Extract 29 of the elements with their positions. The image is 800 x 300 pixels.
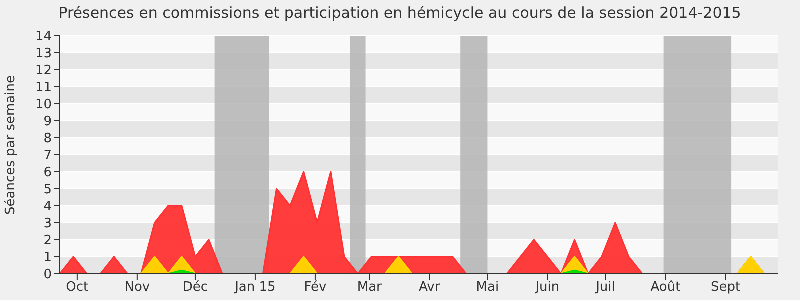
y-axis-title: Séances par semaine [4,76,19,215]
x-tick-label: Juil [595,280,616,296]
y-tick-label: 10 [35,98,52,113]
chart-title: Présences en commissions et participation en hémicycle au cours de la session 2014-2015 [58,3,742,24]
y-tick-label: 14 [35,30,52,45]
y-tick-label: 13 [35,46,52,62]
x-tick-label: Sept [710,280,741,296]
x-tick-label: Fév [304,280,327,296]
y-tick-label: 0 [44,268,52,283]
x-tick-label: Juin [534,280,560,296]
x-tick-label: Nov [124,280,150,296]
y-tick-label: 12 [35,64,52,79]
y-tick-label: 5 [44,182,52,198]
y-tick-label: 1 [44,250,52,266]
y-tick-label: 7 [44,148,52,164]
y-tick-label: 2 [44,234,52,249]
y-tick-label: 8 [44,132,52,147]
x-tick-label: Jan 15 [234,280,276,296]
y-tick-label: 3 [44,216,52,232]
x-tick-label: Mai [476,280,500,296]
x-tick-label: Déc [182,280,208,296]
x-tick-label: Oct [66,280,89,296]
x-tick-label: Août [650,280,681,296]
y-tick-label: 9 [44,114,52,130]
x-tick-label: Avr [419,280,441,296]
x-tick-label: Mar [357,280,383,296]
y-tick-label: 11 [35,80,52,96]
y-tick-label: 4 [44,200,52,215]
y-tick-label: 6 [44,166,52,181]
